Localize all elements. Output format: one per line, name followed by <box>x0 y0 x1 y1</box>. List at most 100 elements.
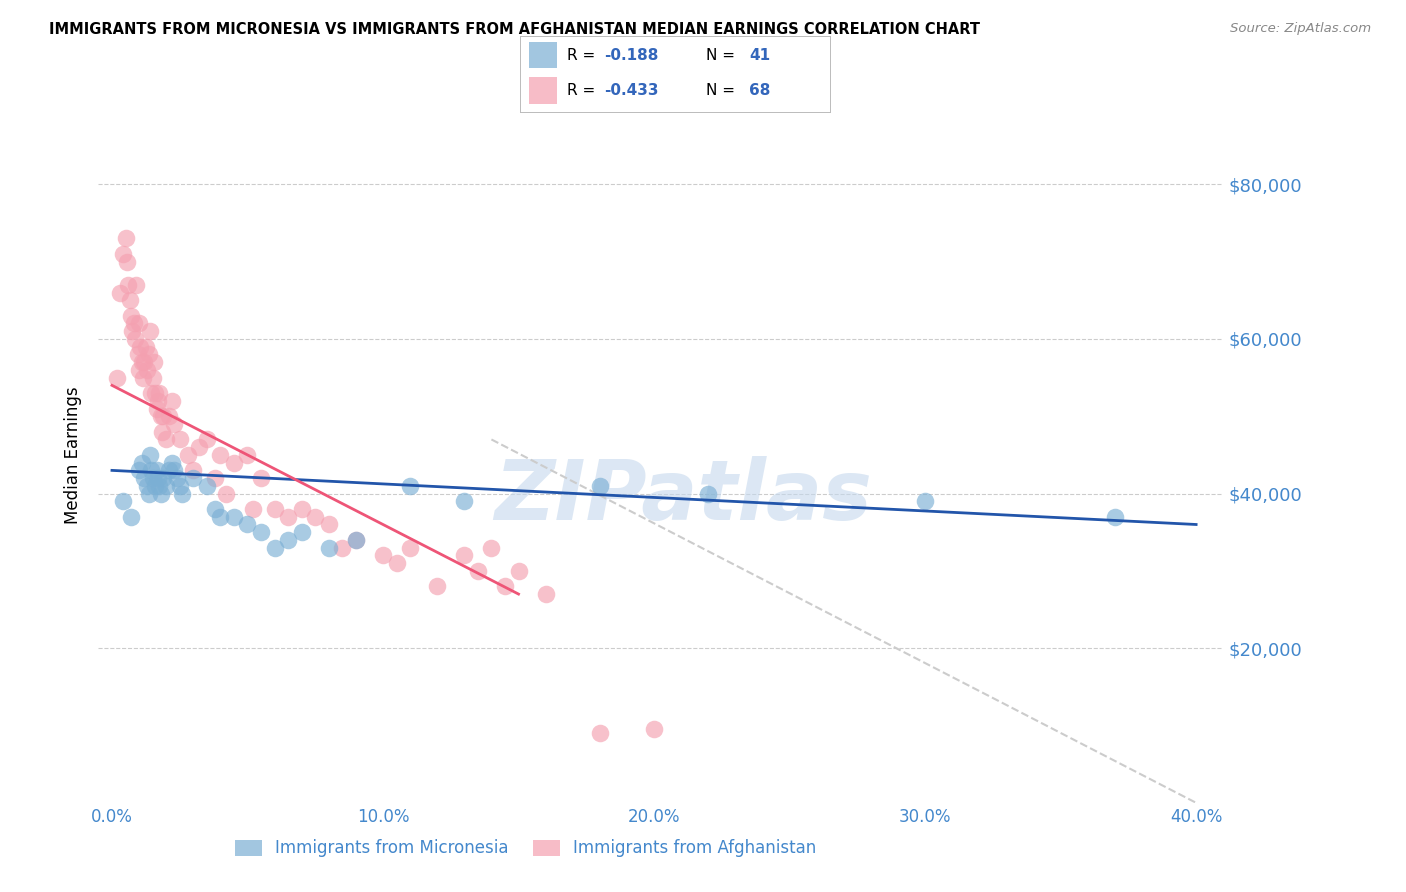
Point <box>128 463 150 477</box>
Point <box>697 486 720 500</box>
Point <box>263 502 285 516</box>
Point <box>141 463 163 477</box>
Point <box>204 502 226 516</box>
Point <box>135 340 157 354</box>
Point <box>195 433 218 447</box>
Point <box>172 486 194 500</box>
Point <box>181 471 204 485</box>
Point <box>120 509 142 524</box>
Point <box>318 541 340 555</box>
Point <box>146 471 169 485</box>
Point <box>291 525 314 540</box>
Point <box>344 533 367 547</box>
Point <box>330 541 353 555</box>
Point <box>215 486 238 500</box>
Point <box>385 556 408 570</box>
Point <box>121 324 143 338</box>
Point <box>105 370 128 384</box>
Point <box>508 564 530 578</box>
Point <box>138 347 160 361</box>
Point <box>242 502 264 516</box>
Point <box>115 254 138 268</box>
Point <box>304 509 326 524</box>
Y-axis label: Median Earnings: Median Earnings <box>65 386 83 524</box>
Bar <box>530 42 557 69</box>
Point <box>145 463 167 477</box>
Point <box>481 541 503 555</box>
Point <box>169 433 191 447</box>
Text: Source: ZipAtlas.com: Source: ZipAtlas.com <box>1230 22 1371 36</box>
Point <box>222 456 245 470</box>
Point <box>134 471 156 485</box>
Point <box>128 363 150 377</box>
Text: N =: N = <box>706 48 740 63</box>
Point <box>589 479 612 493</box>
Point <box>643 723 665 737</box>
Point <box>111 247 134 261</box>
Point <box>344 533 367 547</box>
Point <box>169 479 191 493</box>
Point <box>195 479 218 493</box>
Point <box>152 409 174 424</box>
Legend: Immigrants from Micronesia, Immigrants from Afghanistan: Immigrants from Micronesia, Immigrants f… <box>228 833 824 864</box>
Point <box>141 386 163 401</box>
Text: 41: 41 <box>749 48 770 63</box>
Text: -0.433: -0.433 <box>603 83 658 98</box>
Point <box>426 579 449 593</box>
Point <box>163 463 186 477</box>
Text: 68: 68 <box>749 83 770 98</box>
Point <box>204 471 226 485</box>
Point <box>399 541 422 555</box>
Point <box>114 231 136 245</box>
Point <box>131 456 153 470</box>
Point <box>371 549 394 563</box>
Point <box>453 549 475 563</box>
Point <box>236 517 259 532</box>
Point <box>152 471 174 485</box>
Point <box>136 479 159 493</box>
Point <box>181 463 204 477</box>
Point <box>187 440 209 454</box>
Point <box>209 448 232 462</box>
Point <box>467 564 489 578</box>
Point <box>222 509 245 524</box>
Point <box>111 494 134 508</box>
Point <box>166 471 188 485</box>
Point <box>128 317 150 331</box>
Point <box>136 363 159 377</box>
Point <box>399 479 422 493</box>
Point <box>143 386 166 401</box>
Point <box>148 386 170 401</box>
Point <box>148 479 170 493</box>
Point <box>277 533 299 547</box>
Point <box>131 355 153 369</box>
Bar <box>530 78 557 104</box>
Point <box>236 448 259 462</box>
Point <box>139 448 162 462</box>
Text: IMMIGRANTS FROM MICRONESIA VS IMMIGRANTS FROM AFGHANISTAN MEDIAN EARNINGS CORREL: IMMIGRANTS FROM MICRONESIA VS IMMIGRANTS… <box>49 22 980 37</box>
Point <box>453 494 475 508</box>
Point <box>914 494 936 508</box>
Point <box>142 370 165 384</box>
Point <box>118 293 141 308</box>
Point <box>150 425 173 439</box>
Point <box>142 471 165 485</box>
Point <box>127 347 149 361</box>
Point <box>163 417 186 431</box>
Point <box>117 277 139 292</box>
Point <box>143 479 166 493</box>
Point <box>589 726 612 740</box>
Point <box>132 370 155 384</box>
Point <box>277 509 299 524</box>
Point <box>125 277 148 292</box>
Point <box>108 285 131 300</box>
Point <box>1104 509 1126 524</box>
Point <box>534 587 557 601</box>
Point <box>149 486 172 500</box>
Point <box>155 479 177 493</box>
Point <box>146 393 169 408</box>
Point <box>155 433 177 447</box>
Point <box>138 486 160 500</box>
Point <box>318 517 340 532</box>
Point <box>157 409 180 424</box>
